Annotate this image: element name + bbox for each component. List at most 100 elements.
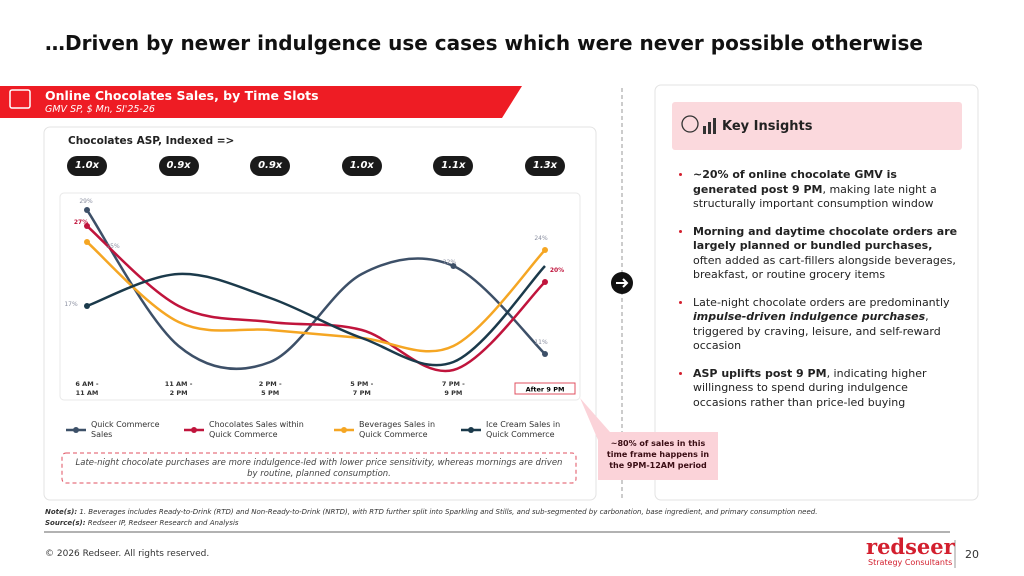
data-label: 29% [79, 198, 93, 205]
insight-text: ASP uplifts post 9 PM [693, 366, 827, 380]
x-tick-line: 6 AM - [75, 380, 99, 388]
legend-label: Quick Commerce Sales [91, 420, 160, 439]
legend-dot [468, 427, 474, 433]
note: 1. Beverages includes Ready-to-Drink (RT… [77, 508, 818, 516]
data-label: 27% [74, 219, 88, 226]
x-tick-line: 2 PM [170, 389, 188, 397]
legend-label: Ice Cream Sales in Quick Commerce [486, 420, 560, 439]
data-label: 17% [64, 301, 78, 308]
legend-dot [191, 427, 197, 433]
bullet-dot [679, 229, 682, 233]
x-tick-line: 7 PM - [442, 380, 465, 388]
point [542, 351, 548, 357]
x-tick-label: 7 PM -9 PM [442, 380, 465, 397]
point [542, 247, 548, 253]
highlight-box [514, 382, 576, 395]
data-label: 11% [534, 339, 548, 346]
note-box [61, 452, 577, 484]
legend-line: Quick Commerce [359, 430, 428, 439]
asp-pill: 1.1x [433, 156, 474, 176]
insight-text: , indicating higher willingness to spend… [693, 366, 927, 409]
bullet-dot [679, 300, 682, 304]
x-tick-line: 2 PM - [259, 380, 282, 388]
x-tick-line: 9 PM [444, 389, 462, 397]
legend-label: Chocolates Sales within Quick Commerce [209, 420, 304, 439]
legend-dot [73, 427, 79, 433]
slide-title: …Driven by newer indulgence use cases wh… [45, 31, 923, 55]
insight-text: ~20% of online chocolate GMV is generate… [693, 168, 897, 196]
insight: Morning and daytime chocolate orders are… [678, 225, 960, 283]
bullet-dot [679, 173, 682, 176]
point [84, 303, 90, 309]
logo: redseer [866, 534, 955, 559]
x-tick-line: 5 PM - [350, 380, 373, 388]
asp-pill: 1.0x [67, 156, 107, 176]
bullet-dot [679, 371, 682, 375]
legend-line: Chocolates Sales within [209, 420, 304, 429]
x-tick-line: 5 PM [261, 389, 279, 397]
asp-pill: 0.9x [158, 156, 199, 176]
point [450, 263, 457, 269]
asp-label: Chocolates ASP, Indexed => [68, 135, 235, 147]
legend-line: Quick Commerce [209, 430, 278, 439]
series-line [86, 265, 546, 367]
note-label: Note(s): [45, 508, 78, 516]
page-number: 20 [965, 548, 979, 561]
legend-line: Beverages Sales in [359, 420, 435, 429]
insight-text: Late-night chocolate orders are predomin… [693, 295, 950, 309]
insights-header [672, 102, 962, 150]
insight-text: impulse-driven indulgence purchases [693, 310, 926, 323]
chart-icon [713, 118, 716, 134]
legend-label: Beverages Sales in Quick Commerce [359, 420, 435, 439]
insight: Late-night chocolate orders are predomin… [678, 296, 960, 354]
asp-pill: 1.0x [341, 156, 382, 176]
bulb-icon [681, 115, 699, 133]
data-label: 24% [534, 235, 548, 242]
x-tick-line: 11 AM [76, 389, 99, 397]
legend-dot [341, 427, 347, 433]
icon [9, 89, 31, 109]
series-line [86, 241, 546, 353]
panel-subtitle: GMV SP, $ Mn, SI'25-26 [45, 104, 155, 115]
panel-title: Online Chocolates Sales, by Time Slots [45, 88, 319, 103]
x-tick-line: 11 AM - [165, 380, 193, 388]
legend-line: Quick Commerce [91, 420, 160, 429]
insights-list: ~20% of online chocolate GMV is generate… [678, 168, 960, 423]
chart-note: Late-night chocolate purchases are more … [75, 458, 563, 479]
point [542, 279, 548, 285]
arrow [616, 278, 629, 288]
asp-pill: 1.3x [525, 156, 565, 176]
callout: ~80% of sales in this time frame happens… [606, 439, 710, 470]
x-tick-label: 11 AM -2 PM [165, 380, 193, 397]
insight: ASP uplifts post 9 PM, indicating higher… [678, 367, 960, 411]
note-line: Note(s): 1. Beverages includes Ready-to-… [45, 508, 817, 516]
data-label: 22% [443, 259, 457, 266]
x-tick-label: 5 PM -7 PM [350, 380, 373, 397]
series-line [86, 225, 546, 373]
x-tick-label: 6 AM -11 AM [75, 380, 99, 397]
insights-card [654, 84, 979, 501]
insight-text: , triggered by craving, leisure, and sel… [693, 310, 941, 352]
data-label: 20% [550, 267, 564, 274]
source-line: Source(s): Redseer IP, Redseer Research … [45, 519, 239, 527]
series-line [85, 209, 546, 371]
logo-sub: Strategy Consultants [868, 558, 953, 567]
x-tick-label: 2 PM -5 PM [259, 380, 282, 397]
insight-text: often added as cart-fillers alongside be… [693, 253, 956, 282]
panel-banner [0, 86, 522, 118]
asp-pill: 0.9x [250, 156, 291, 176]
point [84, 223, 90, 229]
insight-text: Morning and daytime chocolate orders are… [693, 224, 958, 253]
legend-line: Sales [91, 430, 112, 439]
data-label: 25% [106, 243, 120, 250]
copyright: © 2026 Redseer. All rights reserved. [45, 549, 210, 559]
chart-icon [708, 122, 711, 134]
point [84, 239, 90, 245]
callout-box [580, 398, 718, 480]
x-tick-line: 7 PM [353, 389, 371, 397]
x-tick-label: After 9 PM [526, 386, 565, 394]
source-label: Source(s): [45, 519, 86, 527]
chart-icon [703, 126, 706, 134]
legend-line: Quick Commerce [486, 430, 555, 439]
